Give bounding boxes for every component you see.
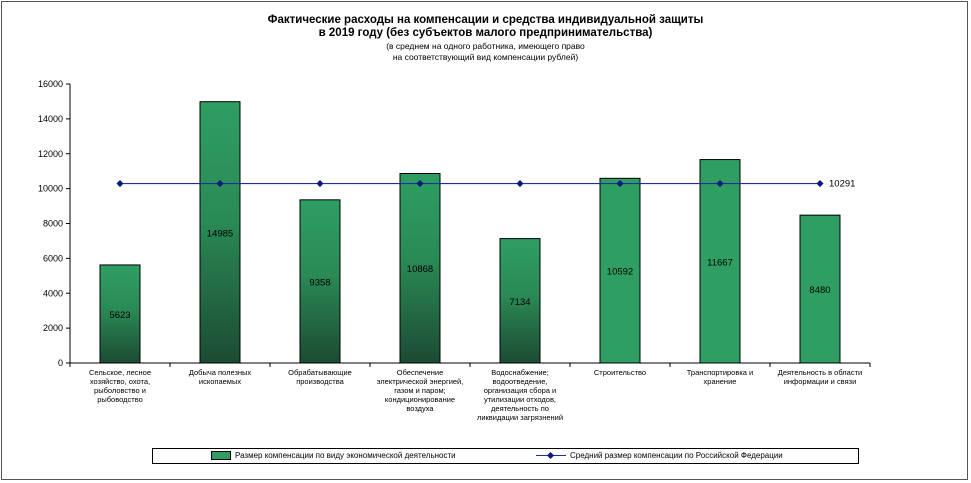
average-point [516, 180, 524, 188]
bar-value-label: 14985 [207, 228, 233, 239]
bar-value-label: 7134 [509, 297, 530, 308]
legend-swatch-bars [211, 451, 231, 460]
chart-title-line-2: в 2019 году (без субъектов малого предпр… [318, 27, 653, 39]
average-point [116, 180, 124, 188]
chart-labels: 5623 14985 9358 10868 7134 10592 11667 8480 1029… [89, 179, 862, 422]
average-point [416, 180, 424, 188]
y-tick-label: 14000 [38, 114, 63, 124]
bar-value-label: 10868 [407, 264, 433, 275]
bar [199, 101, 241, 364]
average-end-label: 10291 [829, 179, 855, 190]
bar [299, 199, 341, 364]
x-category-label-line: Обеспечение [397, 368, 444, 377]
x-category-label: Деятельность в области информации и связи [778, 368, 862, 386]
y-tick-label: 16000 [38, 79, 63, 89]
x-category-label: Водоснабжение; водоотведение, организация … [477, 368, 563, 422]
bar [499, 238, 541, 364]
x-category-label-line: утилизации отходов, [484, 395, 556, 404]
x-category-label: Транспортировка и хранение [687, 368, 753, 386]
y-tick-label: 8000 [43, 219, 63, 229]
y-tick-label: 4000 [43, 288, 63, 298]
x-category-label-line: деятельность по [491, 404, 549, 413]
chart-title-line-1: Фактические расходы на компенсации и сре… [267, 14, 704, 26]
average-point [316, 180, 324, 188]
y-tick-label: 6000 [43, 253, 63, 263]
bar [99, 264, 141, 364]
y-tick-label: 10000 [38, 184, 63, 194]
x-category-label-line: рыболовство и [94, 386, 146, 395]
chart-subtitle-line-2: на соответствующий вид компенсации рубле… [392, 52, 579, 62]
bar [699, 159, 741, 364]
legend-item-bars: Размер компенсации по виду экономической… [211, 451, 456, 460]
x-category-label-line: организация сбора и [484, 386, 557, 395]
x-category-label-line: ископаемых [199, 377, 241, 386]
x-category-label-line: Добыча полезных [189, 368, 252, 377]
x-category-label-line: Транспортировка и [687, 368, 753, 377]
average-line [116, 180, 824, 188]
average-point [716, 180, 724, 188]
chart-bars [99, 101, 841, 364]
x-category-label-line: Деятельность в области [778, 368, 862, 377]
bar-value-label: 9358 [309, 277, 330, 288]
x-category-label-line: водоотведение, [493, 377, 548, 386]
x-category-label-line: электрической энергией, [377, 377, 464, 386]
x-category-label-line: Обрабатывающие [288, 368, 352, 377]
y-tick-label: 12000 [38, 149, 63, 159]
y-tick-label: 2000 [43, 323, 63, 333]
y-tick-label: 0 [58, 358, 63, 368]
x-category-label-line: кондиционирование [385, 395, 455, 404]
x-category-label-line: Водоснабжение; [491, 368, 549, 377]
average-point [816, 180, 824, 188]
chart-axes: 0 2000 4000 6000 8000 10000 12000 14000 16000 [38, 79, 871, 368]
x-category-label: Обеспечение электрической энергией, газом … [377, 368, 464, 413]
x-category-label: Обрабатывающие производства [288, 368, 352, 386]
x-category-label-line: информации и связи [784, 377, 857, 386]
legend: Размер компенсации по виду экономической… [152, 448, 859, 464]
x-category-label: Сельское, лесное хозяйство, охота, рыболов… [89, 368, 151, 404]
bar-value-label: 8480 [809, 285, 830, 296]
average-point [616, 180, 624, 188]
x-category-label-line: хозяйство, охота, [90, 377, 150, 386]
x-category-label-line: производства [296, 377, 344, 386]
legend-label-line: Средний размер компенсации по Российской… [570, 451, 783, 460]
chart-title-block: Фактические расходы на компенсации и сре… [0, 14, 971, 62]
legend-item-line: Средний размер компенсации по Российской… [536, 451, 783, 460]
x-category-label-line: Сельское, лесное [89, 368, 151, 377]
x-category-label-line: газом и паром; [394, 386, 446, 395]
chart-subtitle-line-1: (в среднем на одного работника, имеющего… [386, 41, 585, 51]
bar [599, 177, 641, 364]
x-category-label-line: рыбоводство [97, 395, 143, 404]
x-category-label-line: ликвидации загрязнений [477, 413, 563, 422]
bar-value-label: 10592 [607, 267, 633, 278]
bar [799, 214, 841, 364]
bar-value-label: 11667 [707, 257, 733, 268]
x-category-label-line: воздуха [406, 404, 434, 413]
legend-label-bars: Размер компенсации по виду экономической… [235, 451, 456, 460]
x-category-label-line: хранение [704, 377, 737, 386]
bar-value-label: 5623 [109, 310, 130, 321]
x-category-label: Добыча полезных ископаемых [189, 368, 252, 386]
legend-swatch-line [536, 452, 566, 460]
x-category-label: Строительство [594, 368, 646, 377]
average-point [216, 180, 224, 188]
bar [399, 172, 441, 364]
x-category-label-line: Строительство [594, 368, 646, 377]
